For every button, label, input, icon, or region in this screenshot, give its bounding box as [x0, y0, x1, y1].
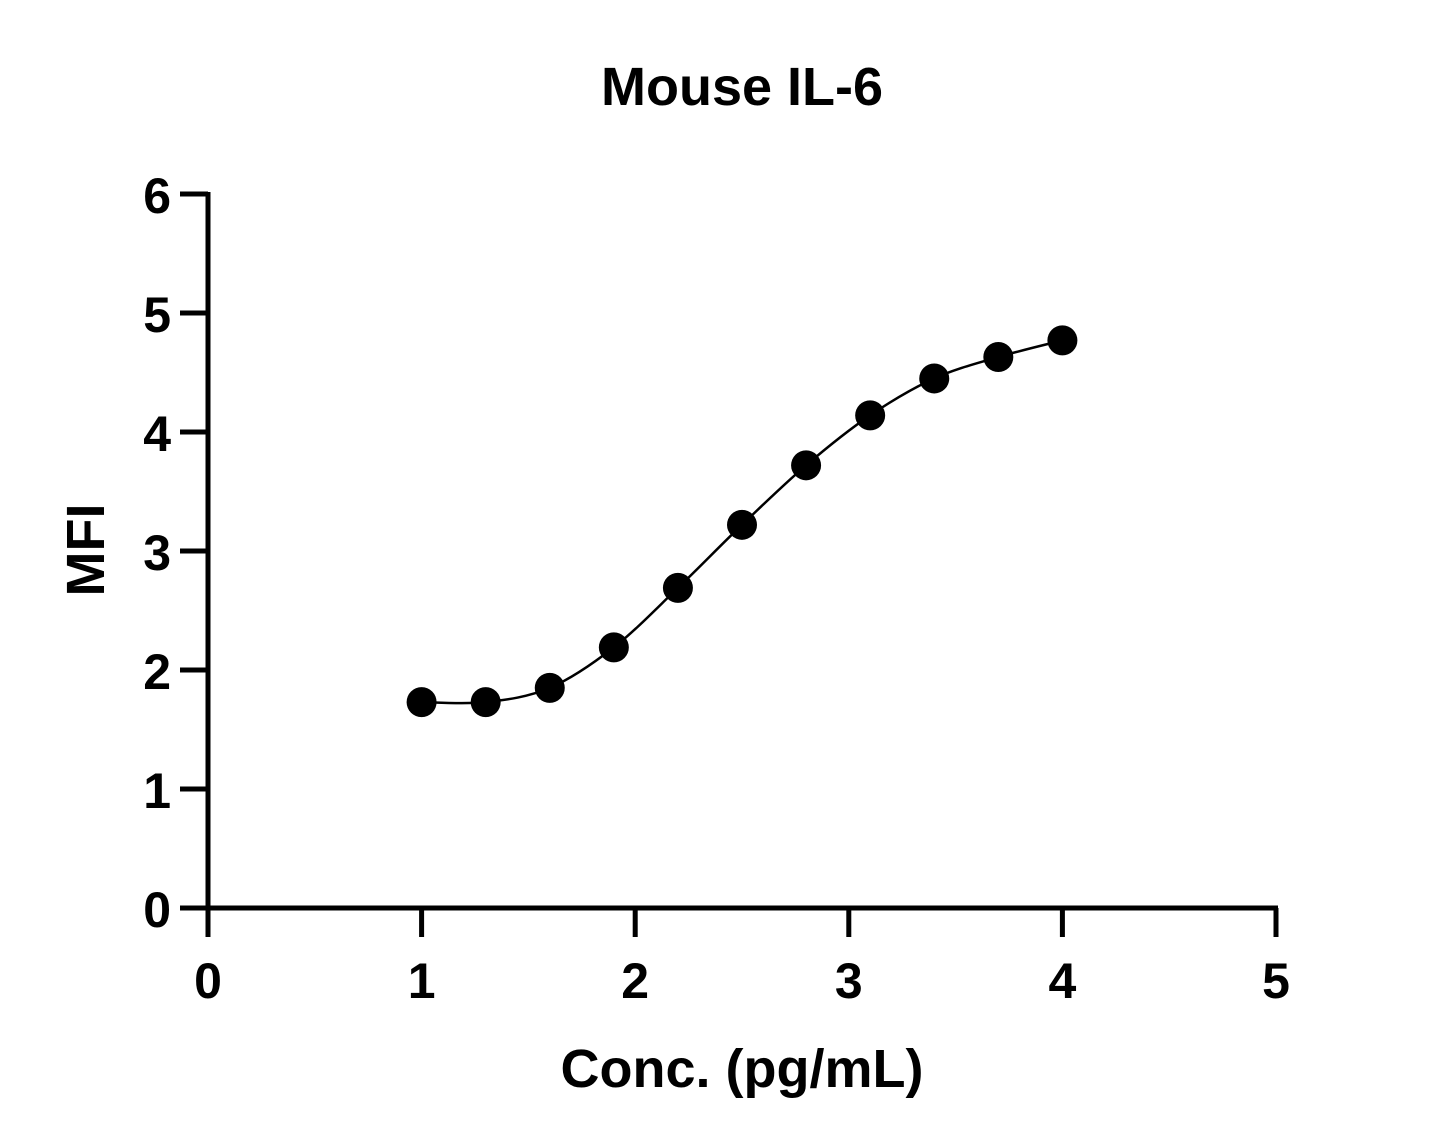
data-point [983, 342, 1014, 373]
axes [205, 192, 1278, 911]
data-point [1047, 325, 1078, 356]
y-axis-label: MFI [56, 504, 116, 597]
data-point [406, 687, 437, 718]
x-tick-label: 2 [621, 953, 649, 1009]
data-point [919, 363, 950, 394]
data-point [534, 672, 565, 703]
data-point [855, 400, 886, 431]
data-point [470, 687, 501, 718]
data-points [406, 325, 1078, 718]
chart-title: Mouse IL-6 [601, 57, 883, 117]
x-ticks: 0 1 2 3 4 5 [194, 908, 1290, 1009]
x-tick-label: 0 [194, 953, 222, 1009]
y-tick-label: 6 [143, 168, 171, 224]
y-tick-label: 3 [143, 525, 171, 581]
x-tick-label: 3 [835, 953, 863, 1009]
y-ticks: 0 1 2 3 4 5 6 [143, 168, 208, 938]
y-tick-label: 5 [143, 287, 171, 343]
x-tick-label: 1 [408, 953, 436, 1009]
data-point [662, 572, 693, 603]
y-tick-label: 2 [143, 644, 171, 700]
data-point [598, 632, 629, 663]
y-tick-label: 1 [143, 763, 171, 819]
data-point [727, 509, 757, 540]
y-tick-label: 4 [143, 406, 171, 462]
x-tick-label: 4 [1048, 953, 1076, 1009]
x-tick-label: 5 [1262, 953, 1290, 1009]
x-axis-label: Conc. (pg/mL) [561, 1039, 924, 1099]
y-tick-label: 0 [143, 882, 171, 938]
data-point [791, 450, 822, 481]
